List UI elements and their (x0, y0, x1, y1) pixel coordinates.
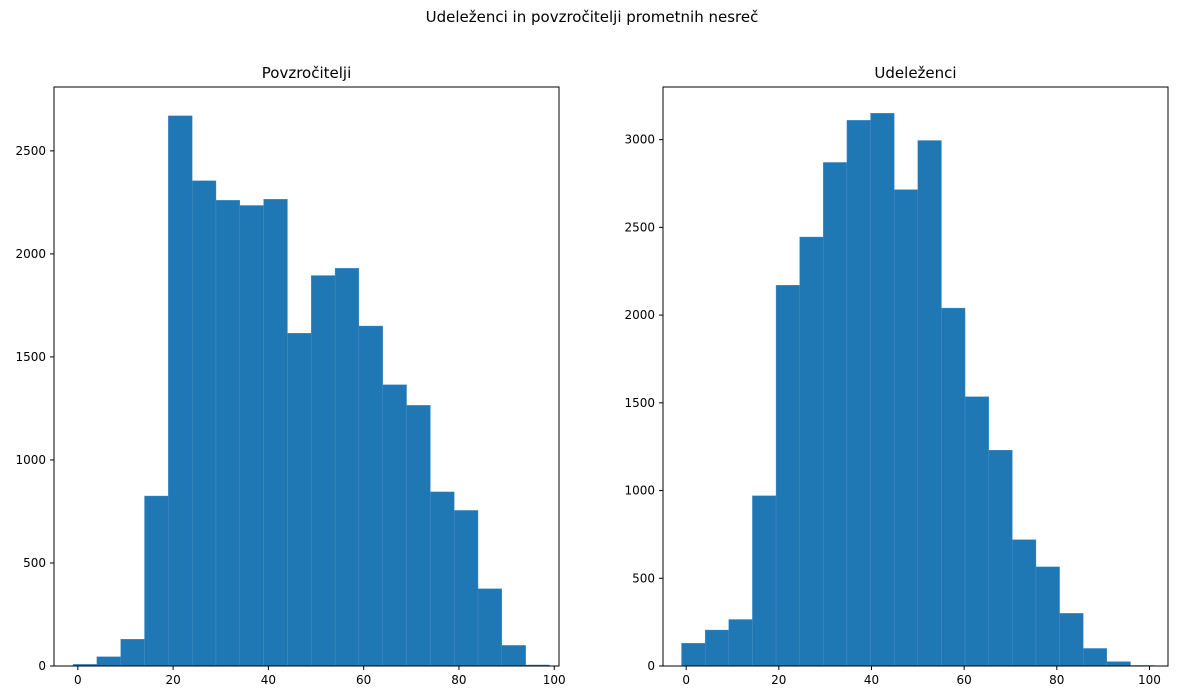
x-tick-label: 60 (957, 673, 972, 687)
histogram-bar (477, 588, 503, 667)
y-tick-label: 0 (38, 659, 46, 673)
y-tick-label: 2000 (624, 308, 655, 322)
x-tick-label: 40 (864, 673, 879, 687)
x-tick-label: 100 (1138, 673, 1161, 687)
x-tick-label: 60 (356, 673, 371, 687)
histogram-bar (501, 645, 526, 667)
histogram-bar (406, 405, 431, 667)
histogram-bar (263, 199, 288, 667)
histogram-bar (1083, 648, 1108, 667)
histogram-bar (311, 275, 336, 667)
histogram-bar (430, 491, 455, 667)
figure-suptitle: Udeleženci in povzročitelji prometnih ne… (426, 8, 759, 26)
y-tick-label: 2500 (624, 220, 655, 234)
histogram-bar (752, 495, 777, 667)
histogram-bar (704, 629, 729, 667)
histogram-bar (988, 449, 1013, 667)
y-tick-label: 500 (23, 556, 46, 570)
histogram-bar (964, 396, 989, 667)
histogram-bar (358, 325, 383, 667)
histogram-bar (191, 180, 217, 667)
histogram-bar (799, 236, 824, 667)
x-tick-label: 20 (165, 673, 180, 687)
y-tick-label: 1500 (624, 396, 655, 410)
histogram-bar (1012, 539, 1037, 667)
histogram-bar (144, 495, 169, 667)
histogram-bar (941, 307, 966, 667)
histogram-bar (1035, 566, 1060, 667)
x-tick-label: 0 (74, 673, 82, 687)
x-tick-label: 40 (261, 673, 276, 687)
histogram-bar (893, 189, 919, 667)
histogram-bar (215, 200, 241, 667)
histogram-bar (239, 205, 264, 667)
y-tick-label: 0 (647, 659, 655, 673)
y-tick-label: 500 (632, 571, 655, 585)
histogram-bar (334, 268, 360, 667)
y-tick-label: 2000 (15, 247, 46, 261)
y-tick-label: 1500 (15, 350, 46, 364)
histogram-bar (287, 333, 312, 667)
histogram-bar (681, 642, 706, 667)
y-tick-label: 2500 (15, 144, 46, 158)
axes-frame (53, 86, 560, 667)
histogram-bar (917, 140, 942, 667)
histogram-bar (96, 656, 121, 667)
x-tick-label: 20 (771, 673, 786, 687)
histogram-bar (870, 113, 895, 667)
histogram-bar (823, 162, 848, 667)
x-tick-label: 80 (451, 673, 466, 687)
histogram-bar (120, 639, 145, 667)
histogram-bar (382, 384, 407, 667)
histogram-bar (846, 120, 871, 667)
axes-title: Povzročitelji (262, 64, 351, 82)
x-tick-label: 0 (682, 673, 690, 687)
histogram-bar (168, 115, 193, 667)
axes-title: Udeleženci (874, 64, 956, 82)
y-tick-label: 1000 (15, 453, 46, 467)
histogram-bar (1106, 661, 1131, 667)
axes-frame (662, 86, 1169, 667)
histogram-bar (728, 619, 753, 667)
y-tick-label: 1000 (624, 484, 655, 498)
histogram-bar (775, 285, 800, 667)
x-tick-label: 80 (1049, 673, 1064, 687)
y-tick-label: 3000 (624, 133, 655, 147)
x-tick-label: 100 (543, 673, 566, 687)
histogram-bar (1059, 613, 1084, 667)
histogram-bar (453, 510, 479, 667)
